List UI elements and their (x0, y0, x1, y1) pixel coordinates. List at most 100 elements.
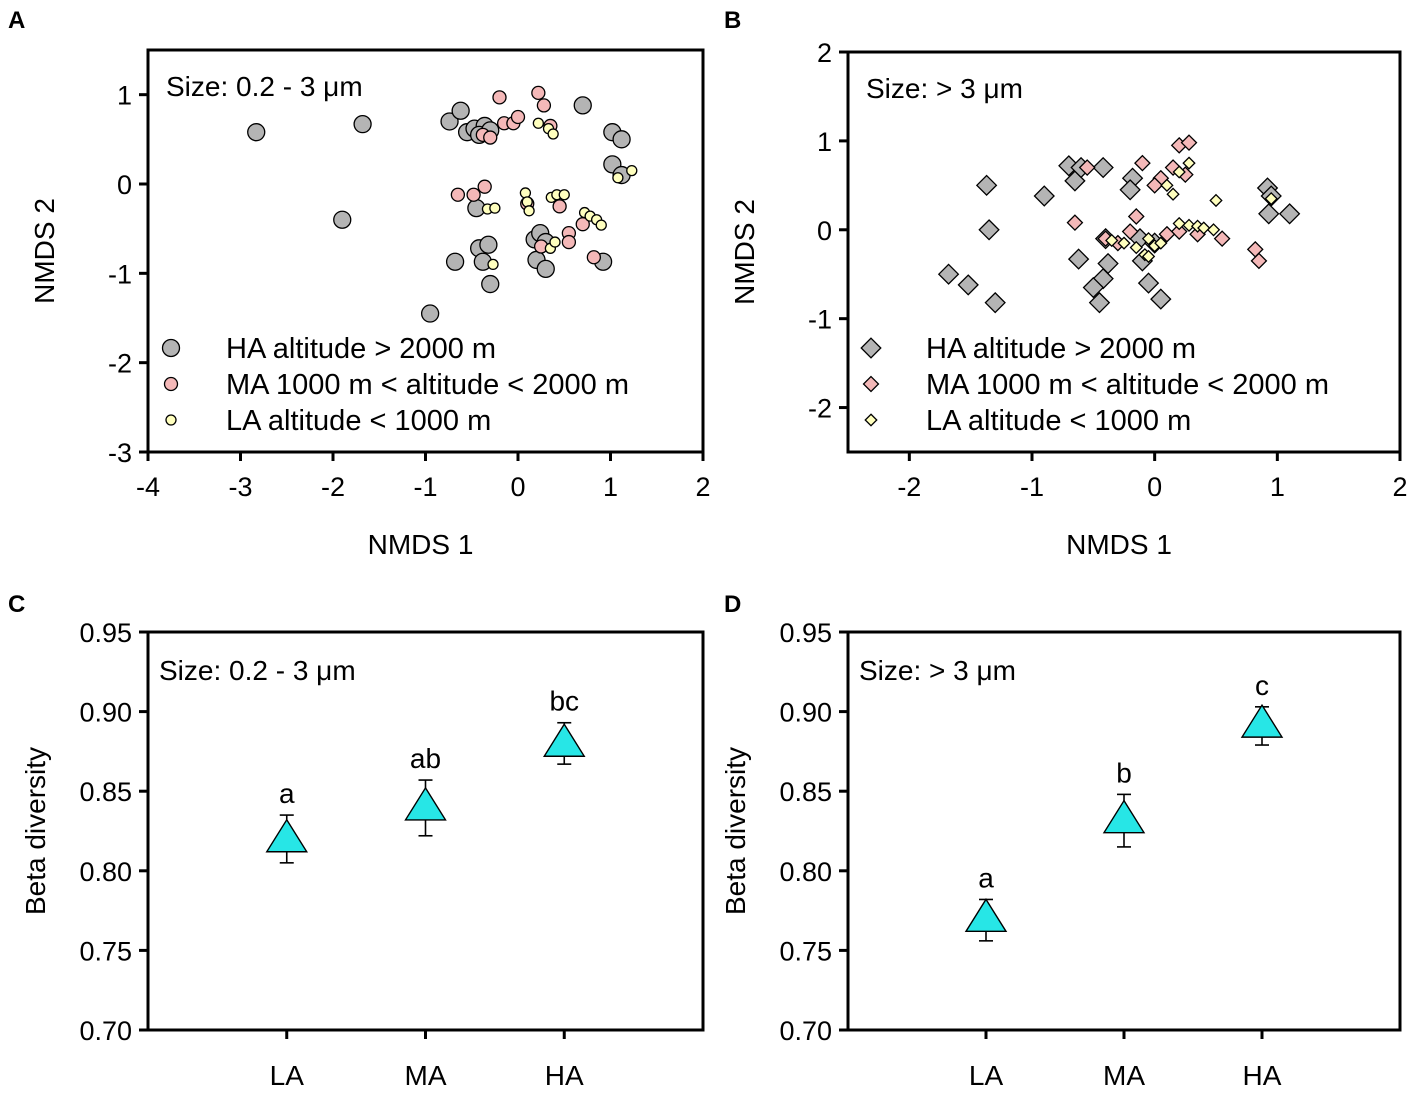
point-ha (612, 130, 631, 149)
mean-marker-la (964, 898, 1008, 933)
point-la (1141, 231, 1156, 246)
point-ha (353, 114, 372, 134)
legend-label-la: LA altitude < 1000 m (226, 405, 491, 437)
y-tick-label: 0.70 (779, 1016, 832, 1046)
point-la (523, 205, 535, 217)
x-tick-label: 0 (1147, 472, 1162, 502)
x-tick-label: 2 (695, 472, 710, 502)
x-tick-label: MA (405, 1060, 447, 1091)
point-la (549, 236, 561, 248)
x-tick-label: -3 (228, 472, 252, 502)
y-tick-label: -3 (108, 438, 132, 468)
legend-marker-ma (862, 375, 880, 393)
point-ha (957, 274, 979, 296)
significance-letter: c (1255, 670, 1269, 701)
legend-label-la: LA altitude < 1000 m (926, 405, 1191, 437)
y-axis-label: Beta diversity (20, 747, 51, 915)
legend-label-ma: MA 1000 m < altitude < 2000 m (226, 369, 629, 401)
y-tick-label: 0.85 (79, 777, 132, 807)
point-ma (1180, 134, 1198, 152)
y-tick-label: 1 (117, 81, 132, 111)
x-tick-label: -2 (897, 472, 921, 502)
point-ha (1150, 288, 1172, 310)
y-axis-label: NMDS 2 (29, 198, 60, 304)
x-tick-label: 1 (603, 472, 618, 502)
x-tick-label: -4 (136, 472, 160, 502)
point-ha (975, 174, 998, 197)
point-ma (552, 199, 567, 214)
point-la (1264, 191, 1278, 206)
x-axis-label: NMDS 1 (1066, 529, 1172, 560)
point-ma (1170, 223, 1188, 240)
legend-marker-ma (163, 376, 179, 392)
y-tick-label: 0.85 (779, 777, 832, 807)
point-ma (1078, 159, 1096, 176)
point-ma (466, 187, 481, 202)
point-ma (1213, 230, 1231, 248)
point-la (1172, 216, 1186, 231)
y-tick-label: 0.70 (79, 1016, 132, 1046)
point-la (521, 196, 533, 208)
panel-c: C 0.70 0.75 0.80 0.85 0.90 0.95 LA MA HA Beta dive… (8, 591, 705, 1091)
mean-marker-ha (1240, 703, 1284, 738)
plot-frame (846, 50, 1402, 454)
y-tick-label: -2 (808, 394, 832, 424)
point-ha (440, 112, 459, 131)
x-tick-label: MA (1103, 1060, 1145, 1091)
y-axis-label: Beta diversity (720, 747, 751, 915)
point-la (487, 258, 499, 271)
x-tick-label: 0 (510, 472, 525, 502)
x-tick-label: 2 (1392, 472, 1407, 502)
point-ha (978, 219, 1000, 241)
point-ma (1134, 154, 1151, 172)
point-ha (1092, 156, 1114, 179)
point-ma (1164, 159, 1182, 176)
point-ma (483, 130, 498, 145)
significance-letter: bc (549, 686, 579, 717)
point-la (1209, 193, 1223, 208)
x-tick-label: -1 (1020, 472, 1044, 502)
point-la (1129, 240, 1143, 255)
point-ma (1127, 208, 1145, 225)
point-ma (1158, 225, 1176, 243)
point-la (1117, 236, 1131, 250)
point-ha (1088, 291, 1111, 314)
point-ma (492, 90, 507, 105)
point-ha (1119, 179, 1141, 201)
point-la (626, 164, 638, 177)
point-ha (1033, 185, 1055, 207)
point-ha (937, 263, 960, 285)
point-ma (450, 187, 466, 202)
mean-marker-la (265, 818, 309, 853)
point-la (1166, 187, 1180, 201)
size-label: Size: > 3 μm (859, 655, 1016, 686)
size-label: Size: 0.2 - 3 μm (159, 655, 356, 686)
mean-marker-ma (404, 786, 447, 821)
point-ha (479, 235, 498, 254)
point-la (489, 202, 501, 214)
y-tick-label: 0 (117, 170, 132, 200)
y-tick-label: 1 (817, 127, 832, 157)
point-la (1172, 165, 1186, 179)
point-la (1141, 249, 1156, 264)
panel-letter: A (8, 7, 25, 34)
point-ma (1250, 252, 1268, 270)
legend-label-ha: HA altitude > 2000 m (226, 333, 496, 365)
point-la (595, 219, 607, 231)
point-ha (247, 123, 266, 142)
significance-letter: b (1116, 757, 1132, 788)
y-tick-label: 0.95 (79, 618, 132, 648)
point-la (1182, 156, 1196, 170)
point-ma (536, 98, 552, 113)
x-tick-label: HA (1243, 1060, 1282, 1091)
x-axis-label: NMDS 1 (368, 529, 474, 560)
point-la (1160, 178, 1174, 193)
point-la (519, 187, 532, 199)
y-tick-label: 0.75 (79, 936, 132, 966)
point-ha (1067, 248, 1090, 270)
significance-letter: ab (410, 743, 441, 774)
point-ha (536, 259, 555, 279)
x-tick-label: LA (270, 1060, 305, 1091)
y-tick-label: 0.90 (779, 698, 832, 728)
